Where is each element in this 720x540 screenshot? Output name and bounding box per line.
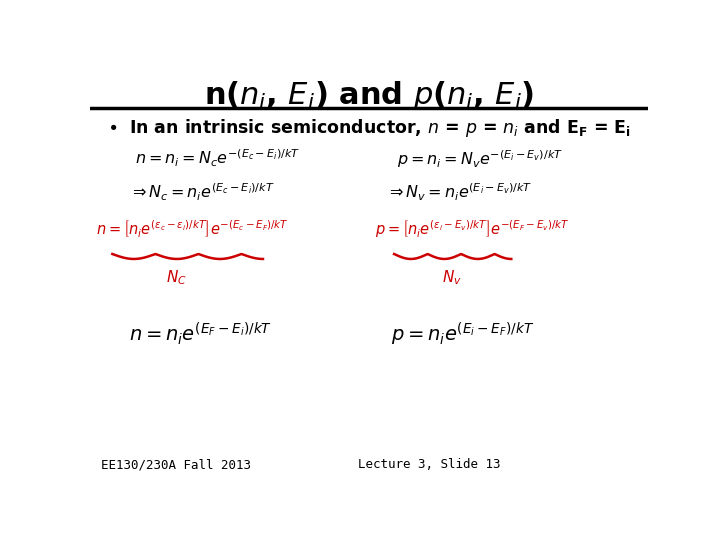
Text: $n = n_i = N_c e^{-(E_c-E_i)/kT}$: $n = n_i = N_c e^{-(E_c-E_i)/kT}$: [135, 148, 300, 170]
Text: $p = n_i e^{(E_i - E_F)/kT}$: $p = n_i e^{(E_i - E_F)/kT}$: [392, 321, 534, 348]
Text: $p = \left[n_i e^{(\varepsilon_i - E_v)/kT}\right] e^{-(E_F-E_v)/kT}$: $p = \left[n_i e^{(\varepsilon_i - E_v)/…: [374, 219, 569, 240]
Text: $p = n_i = N_v e^{-(E_i-E_v)/kT}$: $p = n_i = N_v e^{-(E_i-E_v)/kT}$: [397, 148, 563, 170]
Text: n($n_i$, $E_i$) and $p$($n_i$, $E_i$): n($n_i$, $E_i$) and $p$($n_i$, $E_i$): [204, 79, 534, 112]
Text: $n = n_i e^{(E_F - E_i)/kT}$: $n = n_i e^{(E_F - E_i)/kT}$: [129, 321, 272, 347]
Text: Lecture 3, Slide 13: Lecture 3, Slide 13: [358, 458, 500, 471]
Text: $\Rightarrow N_c = n_i e^{(E_c-E_i)/kT}$: $\Rightarrow N_c = n_i e^{(E_c-E_i)/kT}$: [129, 182, 275, 204]
Text: $\Rightarrow N_v = n_i e^{(E_i-E_v)/kT}$: $\Rightarrow N_v = n_i e^{(E_i-E_v)/kT}$: [386, 182, 532, 204]
Text: $\bullet$: $\bullet$: [107, 117, 117, 135]
Text: $n = \left[n_i e^{(\varepsilon_c - \varepsilon_i)/kT}\right] e^{-(E_c-E_F)/kT}$: $n = \left[n_i e^{(\varepsilon_c - \vare…: [96, 219, 289, 240]
Text: $N_v$: $N_v$: [441, 268, 462, 287]
Text: EE130/230A Fall 2013: EE130/230A Fall 2013: [101, 458, 251, 471]
Text: $N_C$: $N_C$: [166, 268, 187, 287]
Text: In an intrinsic semiconductor, $\mathbf{\mathit{n}}$ = $\mathbf{\mathit{p}}$ = $: In an intrinsic semiconductor, $\mathbf{…: [129, 117, 631, 139]
